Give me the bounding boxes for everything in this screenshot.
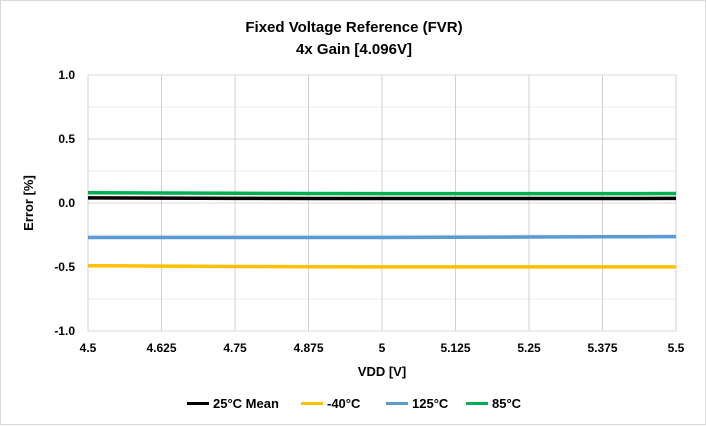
legend-item: 25°C Mean <box>187 396 279 411</box>
series-line--40-C <box>88 266 676 267</box>
y-axis-label: Error [%] <box>21 175 36 231</box>
legend-item: 125°C <box>386 396 448 411</box>
legend-swatch <box>466 402 488 405</box>
x-tick-label: 4.625 <box>146 341 176 355</box>
x-tick-label: 5 <box>379 341 386 355</box>
y-tick-label: -1.0 <box>54 324 75 338</box>
legend-label: 85°C <box>492 396 521 411</box>
legend-swatch <box>301 402 323 405</box>
legend-swatch <box>386 402 408 405</box>
x-tick-label: 5.25 <box>517 341 541 355</box>
legend-swatch <box>187 402 209 405</box>
legend-label: 25°C Mean <box>213 396 279 411</box>
x-tick-label: 4.875 <box>293 341 323 355</box>
y-tick-label: -0.5 <box>54 260 75 274</box>
legend-item: -40°C <box>301 396 360 411</box>
x-tick-label: 5.375 <box>587 341 617 355</box>
series-line-125-C <box>88 237 676 238</box>
x-tick-label: 5.5 <box>668 341 685 355</box>
x-tick-label: 4.75 <box>223 341 247 355</box>
series-line-85-C <box>88 193 676 194</box>
legend-item: 85°C <box>466 396 521 411</box>
x-tick-label: 5.125 <box>440 341 470 355</box>
x-axis-label: VDD [V] <box>358 364 406 379</box>
y-tick-label: 1.0 <box>58 68 75 82</box>
legend-label: -40°C <box>327 396 360 411</box>
x-tick-label: 4.5 <box>80 341 97 355</box>
y-tick-label: 0.0 <box>58 196 75 210</box>
y-tick-label: 0.5 <box>58 132 75 146</box>
legend-label: 125°C <box>412 396 448 411</box>
